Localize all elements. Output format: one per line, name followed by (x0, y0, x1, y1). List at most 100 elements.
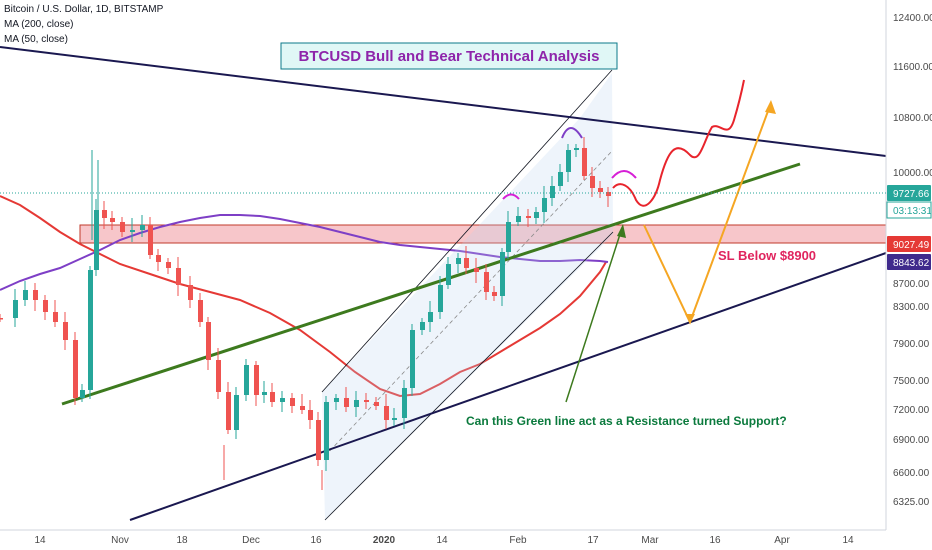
current-price-tag: 9727.66 (893, 189, 930, 200)
time-axis-layer: 14 Nov 18 Dec 16 2020 14 Feb 17 Mar 16 Apr 14 (0, 529, 886, 546)
price-tick-label: 11600.00 (893, 62, 932, 73)
candle-body (484, 272, 489, 292)
symbol-title: Bitcoin / U.S. Dollar, 1D, BITSTAMP (4, 4, 164, 15)
candle-body (300, 406, 305, 410)
candle-body (13, 300, 18, 318)
time-tick-label: 16 (709, 535, 721, 546)
chart-title: BTCUSD Bull and Bear Technical Analysis (299, 48, 600, 65)
countdown-tag: 03:13:31 (893, 206, 932, 217)
time-tick-label: 14 (436, 535, 448, 546)
candle-body (280, 398, 285, 402)
ma50-legend[interactable]: MA (50, close) (4, 34, 68, 45)
candle-body (198, 300, 203, 322)
time-tick-label: 16 (310, 535, 322, 546)
channel-lower-line (324, 231, 614, 521)
sl-label: SL Below $8900 (718, 248, 816, 263)
price-tick-label: 7200.00 (893, 405, 930, 416)
title-box (280, 42, 618, 70)
time-tick-label: Feb (509, 535, 527, 546)
arc-marker (611, 170, 637, 179)
candle-body (308, 410, 313, 420)
time-tick-label: 2020 (373, 535, 396, 546)
candle-body (206, 322, 211, 360)
candle-body (23, 290, 28, 300)
time-tick-label: Mar (641, 535, 659, 546)
candle-body (73, 340, 78, 398)
time-tick-label: Nov (111, 535, 129, 546)
projection-layer (502, 79, 776, 403)
candle-body (550, 186, 555, 198)
candle-body (188, 285, 193, 300)
candle-body (598, 188, 603, 192)
ascending-support-line (129, 252, 887, 521)
candle-body (456, 258, 461, 264)
candle-body (474, 268, 479, 272)
bullish-projection-path (612, 79, 745, 207)
time-tick-label: Dec (242, 535, 260, 546)
ma50-line (0, 214, 609, 291)
candle-body (262, 392, 267, 395)
question-annotation: Can this Green line act as a Resistance … (466, 414, 787, 428)
channel-layer (321, 69, 614, 521)
channel-upper-line (321, 69, 613, 393)
candle-body (176, 268, 181, 285)
candle-body (234, 395, 239, 430)
candle-body (558, 172, 563, 186)
candle-body (88, 270, 93, 390)
ma200-line (0, 195, 607, 398)
candle-body (43, 300, 48, 312)
candle-body (492, 292, 497, 296)
ma50-value-tag-bg (887, 254, 931, 270)
candle-body (148, 225, 153, 255)
time-tick-label: 17 (587, 535, 599, 546)
countdown-tag-bg (887, 202, 931, 218)
candle-body (270, 392, 275, 402)
projection-arrowhead (685, 314, 695, 324)
projection-arrowhead (765, 100, 776, 114)
ma50-value-tag: 8843.62 (893, 258, 930, 269)
candle-body (324, 402, 329, 460)
candle-body (438, 285, 443, 312)
price-tick-label: 10800.00 (893, 113, 932, 124)
candle-body (582, 148, 587, 176)
question-pointer-arrowhead (617, 224, 626, 238)
candle-body (374, 402, 379, 406)
channel-fill (322, 73, 613, 520)
candle-body (33, 290, 38, 300)
price-axis-layer: 6325.00 6600.00 6900.00 7200.00 7500.00 7900.… (0, 0, 932, 530)
candle-body (226, 392, 231, 430)
candle-body (290, 398, 295, 406)
price-tick-label: 8300.00 (893, 302, 930, 313)
current-price-tag-bg (887, 185, 931, 201)
candle-body (566, 150, 571, 172)
price-tick-label: 6325.00 (893, 497, 930, 508)
candle-body (130, 230, 135, 232)
candle-body (574, 148, 579, 150)
green-trendline (61, 162, 801, 406)
ma200-value-tag-bg (887, 236, 931, 252)
price-tick-label: 6900.00 (893, 435, 930, 446)
candle-body (500, 252, 505, 296)
candle-body (590, 176, 595, 188)
price-tick-label: 8700.00 (893, 279, 930, 290)
candle-body (534, 212, 539, 218)
candle-body (102, 210, 107, 218)
candle-body (392, 418, 397, 420)
candle-body (420, 322, 425, 330)
candle-body (410, 330, 415, 388)
question-pointer-line (565, 227, 623, 403)
ma200-legend[interactable]: MA (200, close) (4, 19, 74, 30)
candle-body (244, 365, 249, 395)
candle-body (506, 222, 511, 252)
time-tick-label: 18 (176, 535, 188, 546)
arc-marker (561, 127, 583, 139)
time-tick-label: 14 (34, 535, 46, 546)
candle-body (428, 312, 433, 322)
candle-body (354, 400, 359, 407)
countdown-tag-border (886, 201, 932, 219)
candle-body (364, 400, 369, 402)
candle-body (446, 264, 451, 285)
candle-body (542, 198, 547, 212)
candle-body (110, 218, 115, 222)
